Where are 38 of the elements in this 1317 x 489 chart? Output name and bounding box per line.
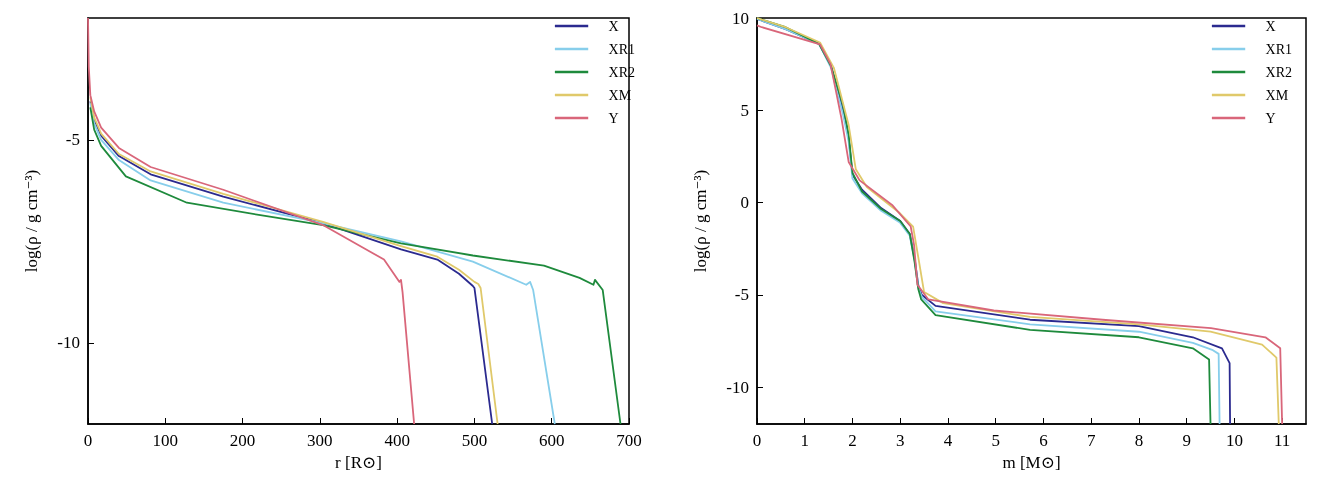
legend-label: XR2 <box>1265 64 1292 80</box>
x-tick-label: 3 <box>895 431 905 450</box>
x-tick-label: 8 <box>1134 431 1144 450</box>
x-tick-label: 600 <box>538 431 565 450</box>
x-tick-label: 100 <box>152 431 179 450</box>
y-axis-title: log(ρ / g cm⁻³) <box>691 169 710 273</box>
x-tick-label: 700 <box>616 431 642 450</box>
x-tick-label: 9 <box>1182 431 1191 450</box>
x-tick-label: 10 <box>1225 431 1243 450</box>
x-tick-label: 500 <box>461 431 488 450</box>
y-tick-label: 5 <box>740 100 749 120</box>
x-axis-title: m [M⊙] <box>1002 453 1061 472</box>
y-tick-label: -5 <box>734 285 749 305</box>
y-tick-label: 0 <box>740 193 749 213</box>
x-tick-label: 5 <box>991 431 1000 450</box>
y-tick-label: 10 <box>732 8 749 28</box>
x-tick-label: 200 <box>229 431 256 450</box>
legend-label: Y <box>1265 110 1276 126</box>
legend-label: XM <box>1265 87 1289 103</box>
x-tick-label: 6 <box>1039 431 1048 450</box>
y-tick-label: -10 <box>57 333 80 353</box>
x-tick-label: 0 <box>752 431 762 450</box>
x-tick-label: 4 <box>943 431 953 450</box>
x-tick-label: 2 <box>848 431 857 450</box>
x-tick-label: 11 <box>1273 431 1291 450</box>
legend-label: X <box>608 18 619 34</box>
legend-label: XR1 <box>1265 41 1292 57</box>
x-tick-label: 300 <box>307 431 333 450</box>
legend-label: Y <box>608 110 619 126</box>
x-axis-title: r [R⊙] <box>335 453 382 472</box>
y-tick-label: -5 <box>65 130 80 150</box>
x-tick-label: 7 <box>1086 431 1096 450</box>
x-tick-label: 400 <box>384 431 410 450</box>
x-tick-label: 0 <box>83 431 93 450</box>
x-tick-label: 1 <box>800 431 809 450</box>
legend-label: X <box>1265 18 1276 34</box>
y-axis-title: log(ρ / g cm⁻³) <box>22 169 41 273</box>
y-tick-label: -10 <box>726 377 749 397</box>
